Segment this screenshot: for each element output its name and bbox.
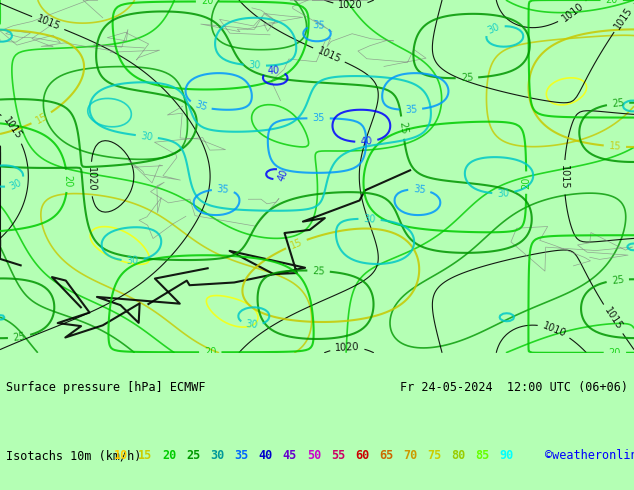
Text: 55: 55 xyxy=(331,449,345,462)
Text: 1020: 1020 xyxy=(338,0,363,10)
Text: 20: 20 xyxy=(204,347,216,357)
Text: 25: 25 xyxy=(611,98,624,109)
Text: 1015: 1015 xyxy=(35,14,61,32)
Text: 25: 25 xyxy=(312,266,325,276)
Text: 30: 30 xyxy=(126,255,139,266)
Text: 1010: 1010 xyxy=(560,1,586,24)
Text: 90: 90 xyxy=(500,449,514,462)
Text: 20: 20 xyxy=(521,176,531,189)
Text: 35: 35 xyxy=(313,113,325,123)
Text: 1015: 1015 xyxy=(612,5,634,31)
Text: 45: 45 xyxy=(283,449,297,462)
Text: 35: 35 xyxy=(235,449,249,462)
Text: 15: 15 xyxy=(609,141,621,152)
Text: 85: 85 xyxy=(476,449,489,462)
Text: 1015: 1015 xyxy=(559,165,569,190)
Text: 15: 15 xyxy=(288,237,304,251)
Text: 1015: 1015 xyxy=(602,306,624,332)
Text: 50: 50 xyxy=(307,449,321,462)
Text: 1015: 1015 xyxy=(316,46,342,65)
Text: 30: 30 xyxy=(140,131,153,142)
Text: 35: 35 xyxy=(193,100,208,113)
Text: 35: 35 xyxy=(216,184,230,195)
Text: 75: 75 xyxy=(427,449,441,462)
Text: 30: 30 xyxy=(8,177,23,192)
Text: 15: 15 xyxy=(138,449,152,462)
Text: 40: 40 xyxy=(259,449,273,462)
Text: 15: 15 xyxy=(34,111,49,125)
Text: 70: 70 xyxy=(403,449,417,462)
Text: 25: 25 xyxy=(397,121,408,134)
Text: ©weatheronline.co.uk: ©weatheronline.co.uk xyxy=(545,449,634,462)
Text: 1015: 1015 xyxy=(1,116,24,142)
Text: 30: 30 xyxy=(249,60,261,71)
Text: 1020: 1020 xyxy=(86,167,96,192)
Text: 10: 10 xyxy=(114,449,128,462)
Text: 20: 20 xyxy=(201,0,213,6)
Text: 20: 20 xyxy=(62,174,72,187)
Text: Surface pressure [hPa] ECMWF: Surface pressure [hPa] ECMWF xyxy=(6,381,206,393)
Text: 40: 40 xyxy=(276,168,290,183)
Text: 80: 80 xyxy=(451,449,465,462)
Text: 30: 30 xyxy=(486,21,501,35)
Text: 20: 20 xyxy=(162,449,176,462)
Text: 1020: 1020 xyxy=(335,342,360,353)
Text: 30: 30 xyxy=(497,188,510,198)
Text: 40: 40 xyxy=(360,136,373,147)
Text: 60: 60 xyxy=(355,449,369,462)
Text: 30: 30 xyxy=(363,214,376,224)
Text: 25: 25 xyxy=(12,331,26,343)
Text: 20: 20 xyxy=(605,0,618,5)
Text: 25: 25 xyxy=(460,73,474,83)
Text: 25: 25 xyxy=(186,449,200,462)
Text: 30: 30 xyxy=(245,319,258,330)
Text: 1010: 1010 xyxy=(541,320,567,339)
Text: 35: 35 xyxy=(413,184,426,195)
Text: 35: 35 xyxy=(404,104,417,115)
Text: 20: 20 xyxy=(609,348,621,358)
Text: Isotachs 10m (km/h): Isotachs 10m (km/h) xyxy=(6,449,142,462)
Text: 30: 30 xyxy=(210,449,224,462)
Text: 65: 65 xyxy=(379,449,393,462)
Text: 25: 25 xyxy=(611,274,624,286)
Text: 40: 40 xyxy=(268,66,280,76)
Text: Fr 24-05-2024  12:00 UTC (06+06): Fr 24-05-2024 12:00 UTC (06+06) xyxy=(399,381,628,393)
Text: 35: 35 xyxy=(312,20,325,31)
